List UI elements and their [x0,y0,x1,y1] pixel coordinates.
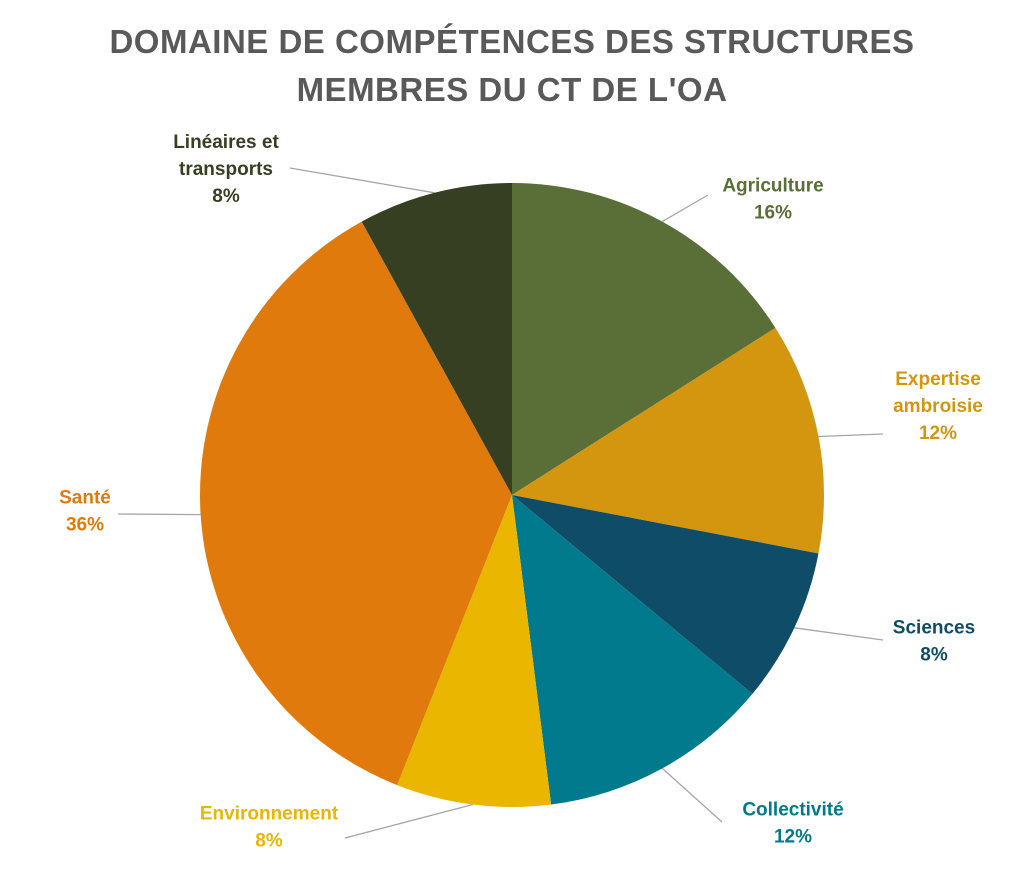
slice-value-environnement: 8% [255,831,283,852]
slice-label-environnement-0: Environnement [200,804,339,825]
slice-label-lineaires-et-transports-1: transports [179,159,273,180]
leader-line-environnement [344,803,474,839]
slice-label-expertise-ambroisie-0: Expertise [895,369,981,390]
slice-label-expertise-ambroisie-1: ambroisie [893,396,983,417]
slice-value-lineaires-et-transports: 8% [212,186,240,207]
slice-value-sante: 36% [66,515,104,536]
slice-value-collectivite: 12% [774,827,812,848]
chart-title-line-2: MEMBRES DU CT DE L'OA [296,71,728,108]
pie-slice-sante [199,221,512,786]
pie-slice-lineaires-et-transports [361,183,512,495]
slice-label-agriculture-0: Agriculture [722,176,823,197]
pie-slice-sciences [512,495,819,694]
pie-slice-collectivite [512,495,753,805]
pie-slice-environnement [397,495,552,807]
slice-value-expertise-ambroisie: 12% [919,423,957,444]
leader-line-expertise-ambroisie [818,433,884,438]
slice-label-collectivite-0: Collectivité [742,800,843,821]
leader-lines [117,167,884,839]
slice-value-agriculture: 16% [754,203,792,224]
slice-labels: Agriculture 16% Expertise ambroisie 12% Scien… [59,132,983,852]
slice-value-sciences: 8% [920,645,948,666]
leader-line-lineaires-et-transports [289,167,435,194]
leader-line-agriculture [661,194,709,223]
leader-line-collectivite [661,767,723,823]
chart-title: DOMAINE DE COMPÉTENCES DES STRUCTURES ME… [0,18,1024,114]
leader-line-sante [117,513,201,516]
leader-line-sciences [794,627,884,641]
slice-label-lineaires-et-transports-0: Linéaires et [173,132,279,153]
chart-title-line-1: DOMAINE DE COMPÉTENCES DES STRUCTURES [109,23,915,60]
slice-label-sciences-0: Sciences [893,618,975,639]
pie-slice-expertise-ambroisie [512,327,824,554]
pie-slices [199,183,824,807]
slice-label-sante-0: Santé [59,488,111,509]
pie-slice-agriculture [512,183,776,495]
